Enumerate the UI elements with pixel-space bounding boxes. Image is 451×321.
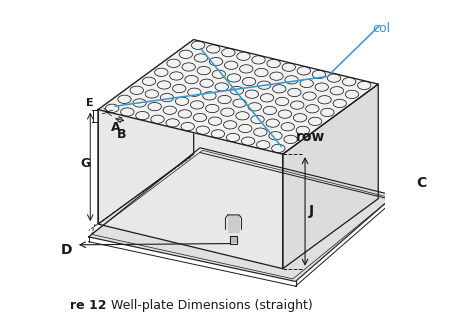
Polygon shape [283, 84, 378, 269]
Polygon shape [98, 39, 378, 154]
Text: re 12: re 12 [69, 299, 106, 312]
Text: B: B [117, 128, 126, 141]
Text: E: E [86, 98, 93, 108]
Polygon shape [89, 148, 394, 282]
Text: A: A [110, 121, 120, 134]
Text: Well-plate Dimensions (straight): Well-plate Dimensions (straight) [111, 299, 313, 312]
Polygon shape [98, 109, 283, 269]
Polygon shape [98, 39, 193, 224]
Polygon shape [230, 236, 237, 242]
Text: G: G [80, 157, 90, 170]
Text: C: C [416, 176, 427, 190]
Text: col: col [373, 22, 391, 35]
Text: row: row [295, 130, 325, 144]
Text: D: D [60, 243, 72, 256]
Polygon shape [228, 215, 239, 232]
Text: J: J [309, 204, 314, 218]
